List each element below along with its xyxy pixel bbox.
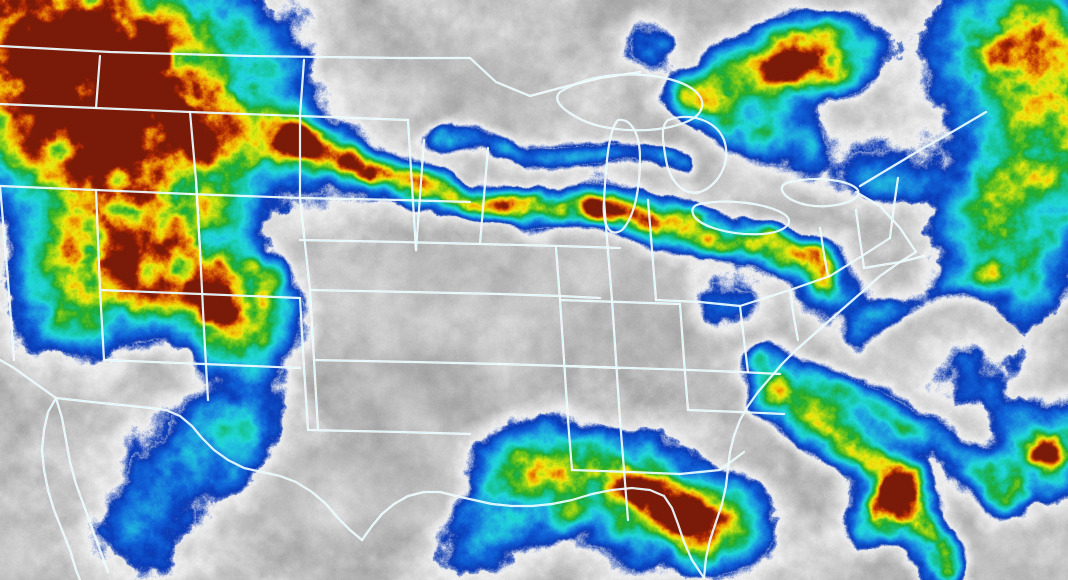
enhanced-ir-satellite-image xyxy=(0,0,1068,580)
satellite-image-viewport: Enhanced Infrared Satellite Image North … xyxy=(0,0,1068,580)
